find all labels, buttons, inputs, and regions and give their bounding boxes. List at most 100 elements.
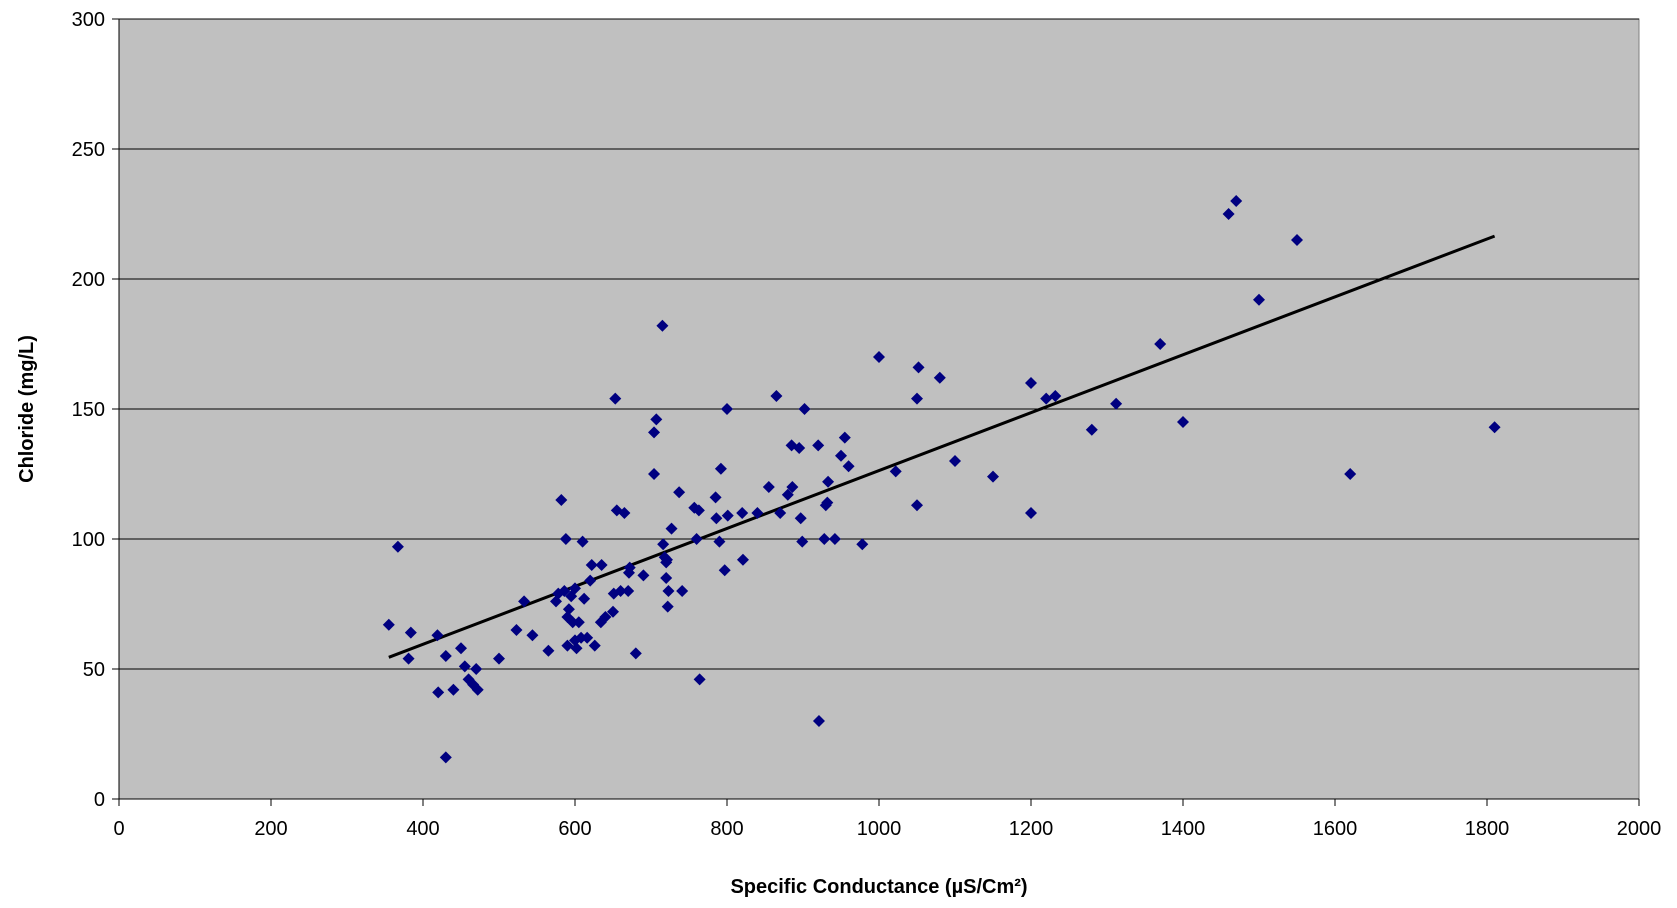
data-point-125 xyxy=(1488,421,1501,434)
data-point-52 xyxy=(623,561,636,574)
data-point-114 xyxy=(1040,392,1053,405)
data-point-71 xyxy=(692,504,705,517)
data-point-102 xyxy=(842,460,855,473)
data-point-120 xyxy=(1222,208,1235,220)
data-point-93 xyxy=(812,439,825,452)
data-point-22 xyxy=(555,494,568,506)
data-point-116 xyxy=(1085,423,1098,436)
data-point-67 xyxy=(673,486,686,499)
data-point-23 xyxy=(558,585,571,597)
data-point-103 xyxy=(856,538,869,551)
data-point-59 xyxy=(657,538,670,551)
data-point-56 xyxy=(648,426,661,439)
data-point-26 xyxy=(561,639,574,652)
data-point-39 xyxy=(585,559,598,571)
data-point-72 xyxy=(693,673,706,686)
data-point-33 xyxy=(572,616,585,629)
data-point-79 xyxy=(721,509,734,522)
data-point-78 xyxy=(721,403,733,415)
data-point-37 xyxy=(581,631,594,644)
data-point-119 xyxy=(1177,416,1189,428)
axes xyxy=(112,18,1640,806)
data-point-61 xyxy=(660,572,673,584)
x-tick-label-2000: 2000 xyxy=(1617,818,1662,840)
data-point-53 xyxy=(629,647,642,660)
data-point-111 xyxy=(987,470,999,483)
data-point-29 xyxy=(566,616,579,629)
data-point-76 xyxy=(714,462,727,475)
x-axis-title: Specific Conductance (µS/Cm²) xyxy=(730,876,1027,898)
data-point-121 xyxy=(1230,195,1243,207)
data-point-122 xyxy=(1253,293,1265,306)
data-point-7 xyxy=(439,650,452,662)
data-point-63 xyxy=(660,553,673,566)
data-point-95 xyxy=(818,533,831,545)
data-point-100 xyxy=(835,449,847,462)
data-point-66 xyxy=(665,522,678,535)
data-point-74 xyxy=(710,512,723,525)
x-tick-label-1000: 1000 xyxy=(857,818,902,840)
data-point-124 xyxy=(1344,468,1357,480)
data-point-85 xyxy=(774,507,787,519)
y-tick-label-100: 100 xyxy=(72,529,105,551)
x-tick-label-1800: 1800 xyxy=(1465,818,1510,840)
data-point-92 xyxy=(798,403,811,415)
data-point-58 xyxy=(656,319,669,332)
y-tick-label-0: 0 xyxy=(94,789,105,811)
data-point-77 xyxy=(718,564,731,577)
data-point-18 xyxy=(526,629,539,642)
data-point-34 xyxy=(575,631,588,644)
x-tick-label-1400: 1400 xyxy=(1161,818,1206,840)
data-point-46 xyxy=(609,392,622,405)
data-point-84 xyxy=(770,390,783,402)
data-point-86 xyxy=(781,488,794,501)
data-point-43 xyxy=(599,611,612,623)
data-point-94 xyxy=(812,715,825,727)
data-point-14 xyxy=(471,683,484,696)
data-point-44 xyxy=(607,605,619,618)
data-point-115 xyxy=(1049,390,1062,402)
data-point-49 xyxy=(618,507,631,519)
data-point-9 xyxy=(455,642,467,655)
data-point-24 xyxy=(559,533,572,545)
y-tick-label-300: 300 xyxy=(72,9,105,31)
data-point-113 xyxy=(1025,377,1037,389)
data-point-97 xyxy=(821,496,834,509)
data-point-4 xyxy=(431,629,444,642)
data-point-57 xyxy=(650,413,663,426)
data-point-65 xyxy=(662,585,675,597)
data-point-54 xyxy=(637,569,650,582)
x-tick-label-600: 600 xyxy=(558,818,591,840)
data-point-70 xyxy=(690,533,703,545)
data-point-90 xyxy=(794,512,807,525)
data-point-75 xyxy=(713,535,726,548)
data-point-88 xyxy=(786,481,799,493)
data-points xyxy=(382,195,1501,764)
data-point-32 xyxy=(570,642,583,655)
y-tick-label-200: 200 xyxy=(72,269,105,291)
data-point-35 xyxy=(576,535,589,548)
data-point-6 xyxy=(439,751,452,764)
data-point-81 xyxy=(736,553,749,566)
data-point-1 xyxy=(391,540,404,553)
y-tick-label-50: 50 xyxy=(83,659,105,681)
data-point-80 xyxy=(736,507,749,519)
data-point-40 xyxy=(588,639,601,652)
data-point-5 xyxy=(432,686,445,699)
data-point-105 xyxy=(889,465,902,478)
data-point-19 xyxy=(542,644,555,657)
x-tick-label-0: 0 xyxy=(113,818,124,840)
data-point-83 xyxy=(762,481,775,493)
data-point-38 xyxy=(584,574,597,587)
data-point-107 xyxy=(911,392,923,405)
data-point-27 xyxy=(562,603,575,616)
y-tick-label-150: 150 xyxy=(72,399,105,421)
data-point-10 xyxy=(458,660,471,673)
data-point-101 xyxy=(838,431,851,444)
x-tick-label-1600: 1600 xyxy=(1313,818,1358,840)
data-point-82 xyxy=(751,507,764,519)
data-point-2 xyxy=(402,652,415,665)
data-point-64 xyxy=(661,600,674,613)
data-point-0 xyxy=(382,618,395,631)
